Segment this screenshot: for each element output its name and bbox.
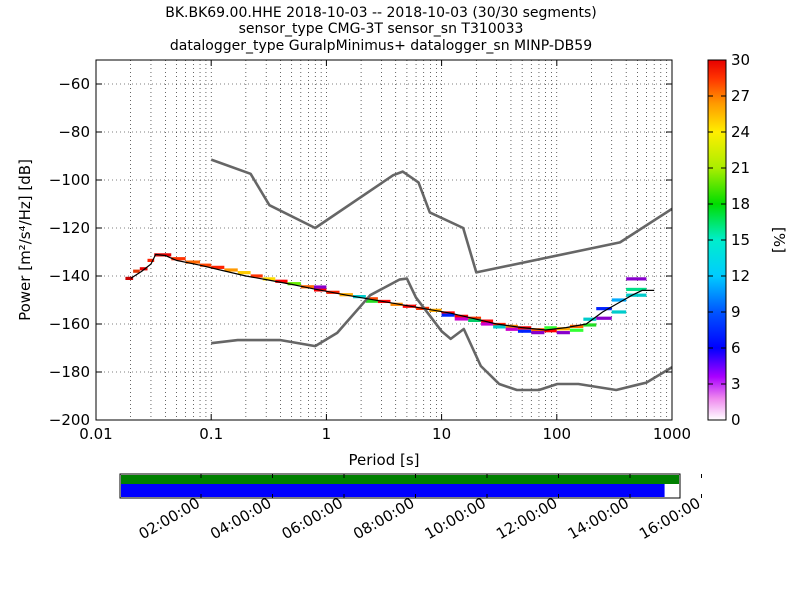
y-axis-label: Power [m²/s⁴/Hz] [dB] (16, 159, 34, 321)
psd-cell (611, 298, 627, 302)
x-tick-label: 1000 (653, 425, 691, 443)
noise-model-low (211, 277, 672, 392)
x-tick-label: 1 (322, 425, 332, 443)
x-tick-label: 100 (542, 425, 571, 443)
colorbar-ticks: 0 3 6 9 12 15 18 21 24 27 30 (708, 51, 750, 429)
y-tick-label: −140 (49, 267, 90, 285)
psd-cell (250, 274, 263, 278)
y-tick-label: −60 (58, 75, 90, 93)
psd-cell (139, 267, 148, 271)
psd-cell (133, 269, 140, 273)
noise-models (210, 158, 672, 392)
psd-cell (481, 322, 494, 326)
psd-cell (468, 318, 482, 322)
psd-cell (365, 299, 378, 303)
noise-model-high (210, 158, 672, 274)
psd-cell (544, 326, 557, 330)
x-tick-label: 0.1 (199, 425, 223, 443)
psd-cell (611, 310, 627, 314)
colorbar-label: [%] (770, 227, 788, 253)
psd-cell (583, 317, 597, 321)
psd-cell (237, 271, 251, 275)
colorbar-tick-label: 24 (731, 123, 750, 141)
plot-frame (95, 59, 673, 421)
psd-cell (125, 276, 134, 280)
psd-cell (454, 317, 469, 321)
colorbar-tick-label: 12 (731, 267, 750, 285)
y-tick-label: −200 (49, 411, 90, 429)
coverage-psd-bar (121, 484, 665, 497)
time-tick-label: 10:00:00 (422, 494, 489, 543)
grid (95, 60, 672, 421)
plot-area (96, 60, 672, 420)
psd-cell (185, 260, 201, 264)
psd-cell (211, 265, 225, 269)
colorbar-tick-label: 0 (731, 411, 741, 429)
psd-cell (262, 277, 276, 281)
psd-cell (493, 325, 506, 329)
x-axis-label: Period [s] (348, 451, 419, 469)
colorbar-tick-label: 27 (731, 87, 750, 105)
psd-cell (531, 331, 545, 335)
psd-cell (583, 323, 597, 327)
psd-cell (569, 328, 584, 332)
y-tick-label: −160 (49, 315, 90, 333)
x-tick-label: 10 (432, 425, 451, 443)
x-axis: 0.01 0.1 1 10 100 1000 (79, 60, 691, 443)
colorbar-tick-label: 3 (731, 375, 741, 393)
psd-cell (569, 324, 584, 328)
x-tick-label: 0.01 (79, 425, 112, 443)
y-tick-label: −120 (49, 219, 90, 237)
psd-cell (365, 297, 378, 301)
colorbar-tick-label: 15 (731, 231, 750, 249)
psd-mode-line (130, 253, 655, 331)
colorbar-tick-label: 30 (731, 51, 750, 69)
psd-cell (626, 287, 647, 292)
time-tick-label: 02:00:00 (136, 494, 203, 543)
psd-cell (556, 327, 570, 331)
psd-cell (224, 268, 238, 272)
title-line-3: datalogger_type GuralpMinimus+ datalogge… (170, 38, 592, 54)
psd-cell (517, 329, 532, 333)
psd-cell (544, 329, 557, 333)
mode-line-path (130, 253, 655, 331)
psd-cell (481, 319, 494, 323)
psd-cell (556, 331, 570, 335)
psd-cell (275, 279, 288, 283)
y-tick-label: −80 (58, 123, 90, 141)
y-tick-label: −100 (49, 171, 90, 189)
psd-cell (200, 263, 212, 267)
psd-cell (287, 282, 301, 286)
y-tick-label: −180 (49, 363, 90, 381)
psd-cell (626, 293, 647, 297)
psd-cell (626, 277, 647, 281)
psd-cell (441, 313, 455, 317)
colorbar-tick-label: 9 (731, 303, 741, 321)
y-axis: −60 −80 −100 −120 −140 −160 −180 −200 (49, 75, 672, 429)
psd-cell (300, 285, 314, 289)
psd-cell (505, 327, 518, 331)
colorbar-tick-label: 21 (731, 159, 750, 177)
psd-cell (596, 316, 612, 320)
psd-cell (352, 295, 366, 299)
chart-title: BK.BK69.00.HHE 2018-10-03 -- 2018-10-03 … (165, 5, 597, 54)
colorbar-tick-label: 18 (731, 195, 750, 213)
colorbar-tick-label: 6 (731, 339, 741, 357)
time-tick-label: 08:00:00 (350, 494, 417, 543)
time-tick-label: 06:00:00 (279, 494, 346, 543)
psd-cell (147, 258, 155, 262)
psd-cell (596, 307, 612, 311)
psd-cell (171, 257, 186, 261)
time-tick-label: 04:00:00 (207, 494, 274, 543)
coverage-data-bar (121, 475, 679, 484)
title-line-1: BK.BK69.00.HHE 2018-10-03 -- 2018-10-03 … (165, 5, 597, 21)
title-line-2: sensor_type CMG-3T sensor_sn T310033 (239, 21, 524, 37)
time-tick-label: 16:00:00 (636, 494, 703, 543)
psd-cell (313, 285, 327, 289)
time-tick-label: 12:00:00 (493, 494, 560, 543)
time-tick-label: 14:00:00 (565, 494, 632, 543)
data-coverage (119, 473, 681, 499)
